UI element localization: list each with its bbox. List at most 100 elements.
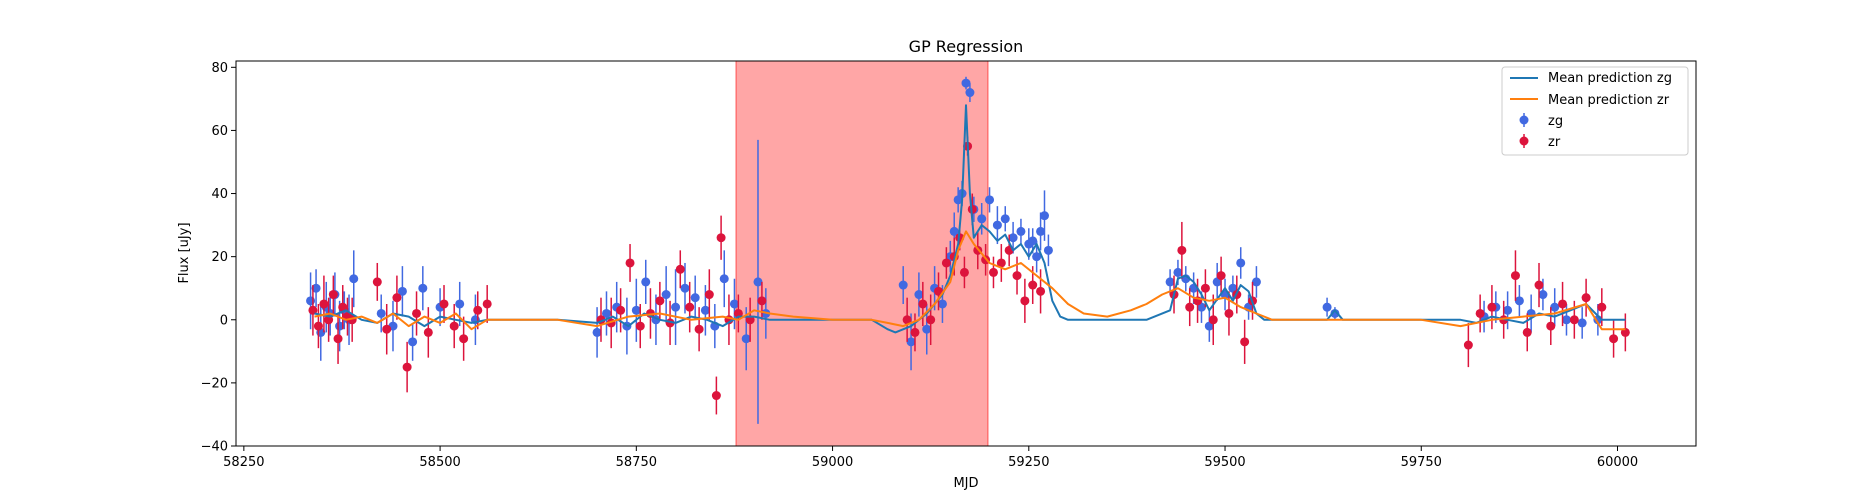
point-zg-31 [719, 274, 729, 284]
line-mean-prediction-zr [314, 230, 1626, 331]
point-zr-30 [694, 324, 704, 334]
point-zr-22 [616, 305, 626, 315]
point-zr-62 [1200, 283, 1210, 293]
point-zr-3 [324, 315, 334, 325]
point-zr-16 [449, 321, 459, 331]
point-zr-40 [918, 299, 928, 309]
point-zr-2 [319, 299, 329, 309]
point-zr-1 [313, 321, 323, 331]
point-zg-22 [631, 305, 641, 315]
point-zr-14 [423, 327, 433, 337]
point-zg-80 [1538, 290, 1548, 300]
y-tick-label--20: −20 [201, 376, 228, 391]
point-zg-16 [455, 299, 465, 309]
point-zg-38 [914, 290, 924, 300]
x-tick-label-59750: 59750 [1401, 455, 1442, 470]
point-zr-29 [685, 302, 695, 312]
legend-label-zg-line: Mean prediction zg [1548, 71, 1672, 86]
point-zr-78 [1569, 315, 1579, 325]
point-zg-27 [680, 283, 690, 293]
axis-ticks: 58250 58500 58750 59000 59250 59500 59750 60000… [201, 61, 1639, 470]
point-zr-52 [996, 258, 1006, 268]
point-zg-78 [1514, 296, 1524, 306]
point-zr-13 [412, 308, 422, 318]
point-zr-54 [1012, 271, 1022, 281]
point-zg-25 [661, 290, 671, 300]
point-zg-74 [1330, 308, 1340, 318]
line-mean-prediction-zg [314, 104, 1626, 334]
point-zr-38 [902, 315, 912, 325]
point-zr-19 [482, 299, 492, 309]
point-zr-26 [655, 296, 665, 306]
y-tick-label--40: −40 [201, 440, 228, 455]
point-zr-33 [716, 233, 726, 243]
point-zr-80 [1597, 302, 1607, 312]
x-tick-label-58500: 58500 [419, 455, 460, 470]
point-zr-9 [372, 277, 382, 287]
point-zg-10 [376, 308, 386, 318]
point-zg-13 [408, 337, 418, 347]
point-zg-9 [349, 274, 359, 284]
x-tick-label-59000: 59000 [812, 455, 853, 470]
point-zr-4 [328, 290, 338, 300]
point-zr-65 [1224, 308, 1234, 318]
legend-label-zr: zr [1548, 135, 1561, 150]
point-zg-36 [898, 280, 908, 290]
point-zr-39 [910, 327, 920, 337]
x-tick-label-58250: 58250 [223, 455, 264, 470]
x-axis-label: MJD [953, 476, 978, 491]
point-zr-76 [1546, 321, 1556, 331]
point-zr-70 [1475, 308, 1485, 318]
point-zg-52 [1000, 214, 1010, 224]
point-zg-77 [1503, 305, 1513, 315]
axes-frame [235, 60, 1697, 447]
point-zg-50 [985, 195, 995, 205]
point-zr-0 [308, 305, 318, 315]
x-tick-label-58750: 58750 [616, 455, 657, 470]
point-zg-59 [1039, 211, 1049, 221]
point-zr-55 [1020, 296, 1030, 306]
point-zg-26 [671, 302, 681, 312]
point-zg-73 [1322, 302, 1332, 312]
point-zg-81 [1550, 302, 1560, 312]
point-zr-12 [402, 362, 412, 372]
point-zg-58 [1036, 226, 1046, 236]
point-zg-47 [965, 88, 975, 98]
point-zr-75 [1534, 280, 1544, 290]
point-zg-29 [700, 305, 710, 315]
point-zg-39 [922, 324, 932, 334]
point-zr-63 [1208, 315, 1218, 325]
point-zg-62 [1173, 267, 1183, 277]
point-zr-71 [1487, 302, 1497, 312]
legend-swatch-zr-marker [1519, 136, 1529, 146]
point-zr-77 [1558, 299, 1568, 309]
y-axis-label: Flux [uJy] [177, 222, 192, 283]
point-zg-51 [992, 220, 1002, 230]
y-tick-label-40: 40 [211, 187, 228, 202]
x-tick-label-59250: 59250 [1008, 455, 1049, 470]
point-zg-83 [1577, 318, 1587, 328]
point-zr-15 [439, 299, 449, 309]
point-zg-82 [1561, 315, 1571, 325]
point-zr-73 [1510, 271, 1520, 281]
point-zr-37 [757, 296, 767, 306]
point-zg-41 [937, 299, 947, 309]
y-tick-label-60: 60 [211, 124, 228, 139]
legend-label-zg: zg [1548, 114, 1563, 129]
point-zr-18 [473, 305, 483, 315]
point-zr-64 [1216, 271, 1226, 281]
point-zg-56 [1028, 236, 1038, 246]
y-tick-label-20: 20 [211, 250, 228, 265]
x-tick-label-60000: 60000 [1597, 455, 1638, 470]
point-zg-0 [306, 296, 316, 306]
point-zr-60 [1185, 302, 1195, 312]
y-tick-label-0: 0 [220, 313, 228, 328]
point-zg-70 [1236, 258, 1246, 268]
point-zg-49 [977, 214, 987, 224]
legend-box [1501, 66, 1689, 156]
legend-label-zr-line: Mean prediction zr [1548, 93, 1670, 108]
point-zr-67 [1240, 337, 1250, 347]
point-zr-23 [625, 258, 635, 268]
point-zr-79 [1581, 293, 1591, 303]
